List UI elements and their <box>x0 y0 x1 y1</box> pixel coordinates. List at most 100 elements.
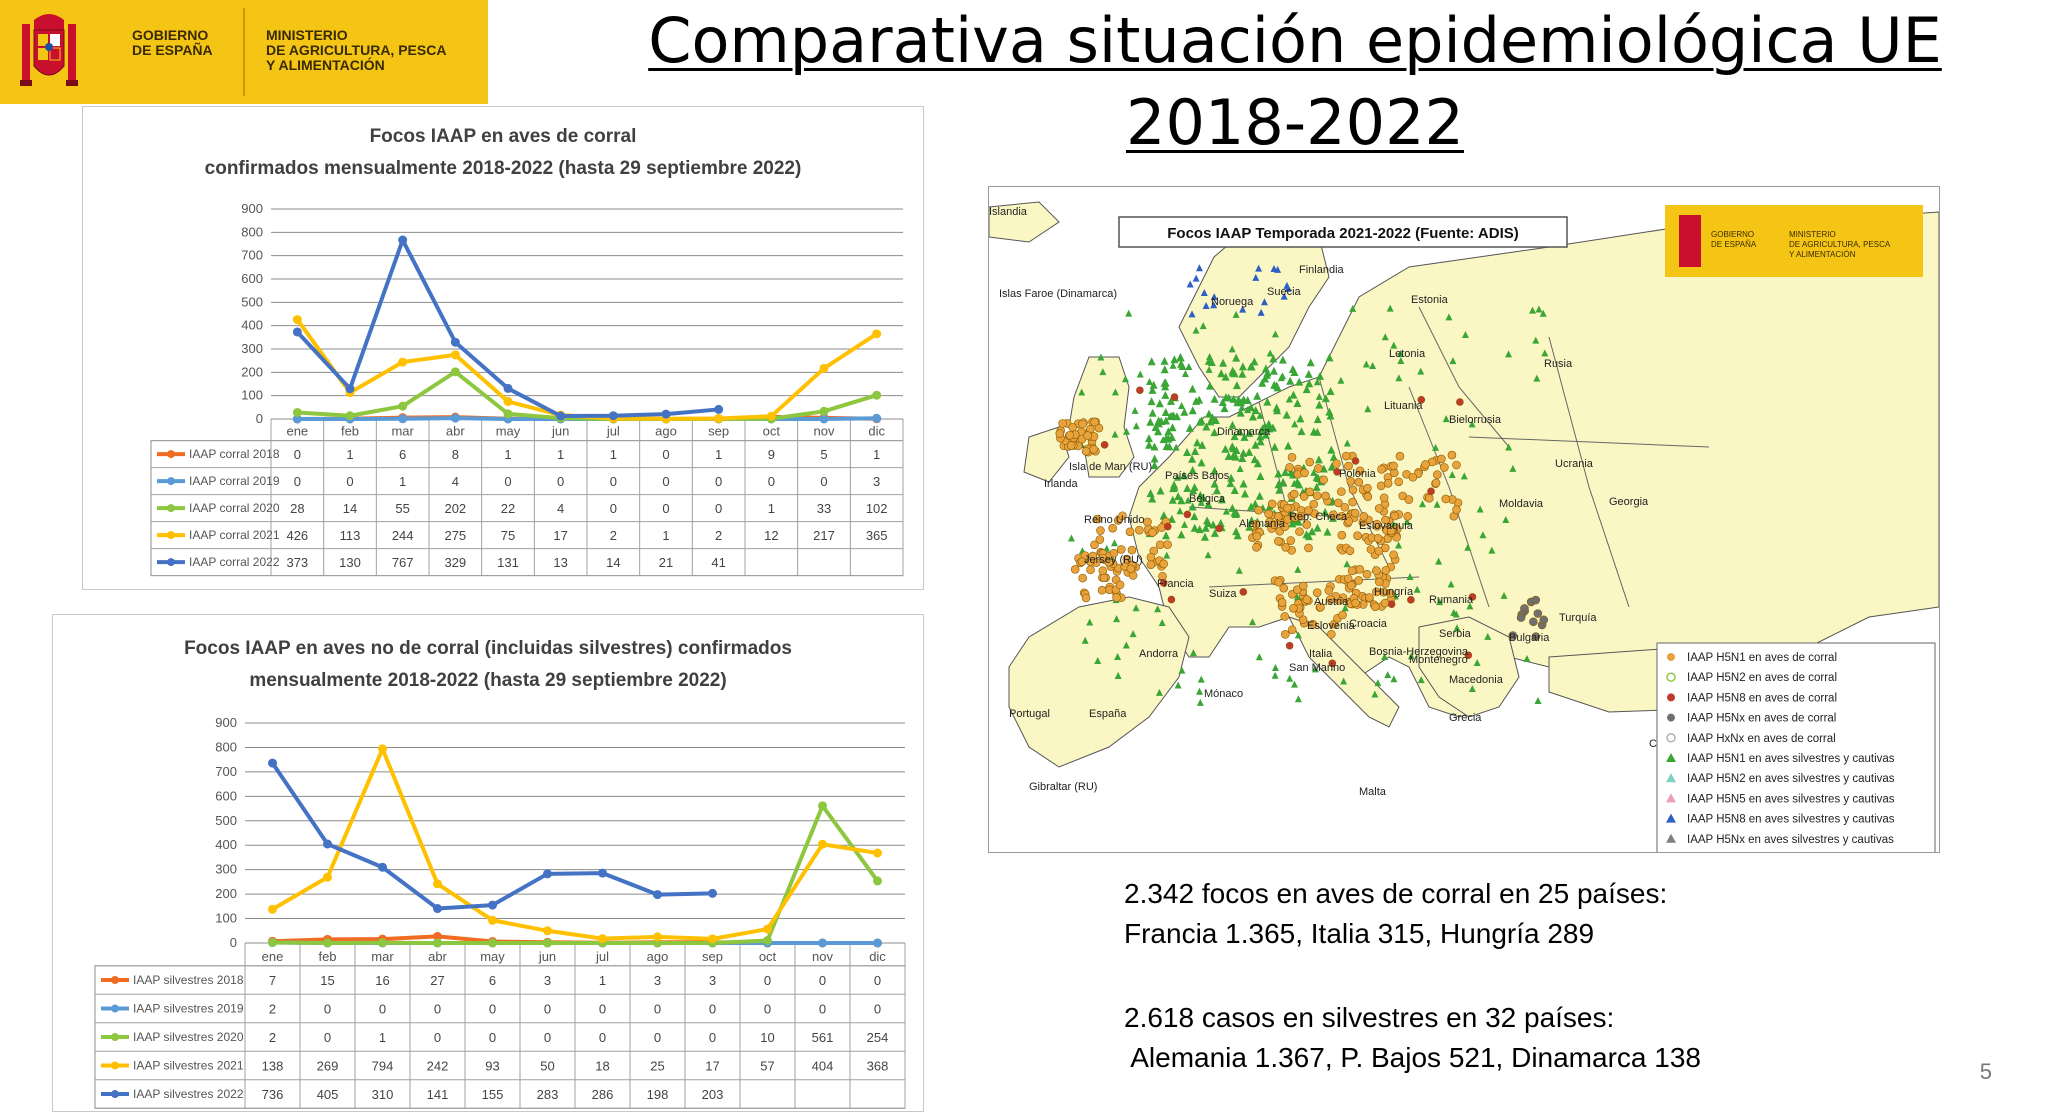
map-country-label: Ucrania <box>1555 458 1594 470</box>
poultry-marker <box>1440 463 1449 472</box>
poultry-marker <box>1344 517 1354 526</box>
wild-bird-marker <box>1238 453 1247 462</box>
y-tick-label: 800 <box>241 224 263 239</box>
poultry-marker <box>1170 393 1179 401</box>
stat-poultry-countries: Francia 1.365, Italia 315, Hungría 289 <box>1124 918 1595 949</box>
wild-bird-marker <box>1217 369 1226 378</box>
poultry-marker <box>1304 543 1313 553</box>
wild-bird-marker <box>1177 496 1186 505</box>
table-cell: 2 <box>269 1002 276 1017</box>
wild-bird-marker <box>1256 411 1264 419</box>
chart-title-line1: Focos IAAP en aves de corral <box>369 126 637 147</box>
wild-bird-marker <box>1313 378 1321 386</box>
wild-bird-marker <box>1305 379 1314 388</box>
wild-bird-marker <box>1488 546 1496 554</box>
wild-bird-marker <box>1131 406 1139 414</box>
wild-bird-marker <box>1302 385 1311 394</box>
poultry-marker <box>1347 566 1357 576</box>
map-logo-text: DE AGRICULTURA, PESCA <box>1789 240 1891 249</box>
wild-bird-marker <box>1436 598 1444 606</box>
wild-bird-marker <box>1329 452 1338 461</box>
table-cell: 22 <box>501 501 515 516</box>
wild-bird-marker <box>1308 527 1317 536</box>
wild-bird-marker <box>1327 462 1336 471</box>
poultry-marker <box>1159 579 1168 587</box>
wild-bird-marker <box>1293 593 1301 601</box>
poultry-marker <box>1287 452 1297 462</box>
wild-bird-marker <box>1188 466 1197 475</box>
map-logo-text: Y ALIMENTACIÓN <box>1789 250 1856 259</box>
wild-bird-marker <box>1210 479 1219 488</box>
wild-bird-marker <box>1311 665 1319 673</box>
wild-bird-marker <box>1390 341 1398 349</box>
table-cell: 0 <box>489 1002 496 1017</box>
wild-bird-marker <box>1220 404 1229 413</box>
wild-bird-marker <box>1523 655 1531 663</box>
wild-bird-marker <box>1173 473 1181 481</box>
poultry-marker <box>1304 506 1313 515</box>
wild-bird-marker <box>1067 534 1075 542</box>
wild-bird-marker <box>1197 458 1206 467</box>
poultry-marker <box>1433 470 1442 479</box>
wild-bird-marker <box>1452 610 1460 618</box>
wild-bird-marker <box>1476 505 1484 513</box>
wild-bird-marker <box>1170 355 1179 364</box>
wild-bird-marker <box>1395 541 1403 549</box>
poultry-marker <box>1070 565 1080 574</box>
table-cell: 0 <box>662 474 669 489</box>
poultry-marker <box>1374 546 1384 556</box>
table-cell: 141 <box>427 1087 449 1102</box>
poultry-marker <box>1287 625 1297 635</box>
poultry-marker <box>1283 515 1292 524</box>
table-cell: 1 <box>662 528 669 543</box>
legend-entry: IAAP corral 2021 <box>189 528 280 542</box>
wild-bird-marker <box>1210 428 1219 437</box>
wild-bird-marker <box>1230 485 1239 494</box>
map-country-label: Bosnia-Herzegovina <box>1369 646 1469 658</box>
wild-bird-marker <box>1407 652 1415 660</box>
wild-bird-marker <box>1541 349 1549 357</box>
map-title: Focos IAAP Temporada 2021-2022 (Fuente: … <box>1167 225 1518 242</box>
wild-bird-marker <box>1466 602 1474 610</box>
data-point <box>292 315 302 325</box>
data-point <box>345 384 355 394</box>
table-cell: 3 <box>544 973 551 988</box>
wild-bird-marker <box>1147 357 1156 366</box>
table-cell: 50 <box>540 1059 554 1074</box>
map-country-label: Letonia <box>1389 348 1426 360</box>
wild-bird-marker <box>1245 522 1254 531</box>
poultry-marker <box>1302 595 1312 604</box>
map-country-label: Estonia <box>1411 294 1449 306</box>
data-point <box>268 904 277 914</box>
poultry-marker <box>1327 629 1336 639</box>
wild-bird-marker <box>1294 565 1302 573</box>
wild-bird-marker <box>1260 422 1269 431</box>
map-country-label: Georgia <box>1609 496 1649 508</box>
poultry-marker <box>1183 510 1192 519</box>
poultry-marker <box>1098 566 1108 576</box>
wild-bird-marker <box>1247 502 1256 511</box>
poultry-marker <box>1403 511 1413 521</box>
table-cell: 3 <box>873 474 880 489</box>
map-logo-text: GOBIERNO <box>1711 230 1754 239</box>
wild-bird-marker <box>1148 385 1157 394</box>
y-tick-label: 600 <box>241 271 263 286</box>
poultry-marker <box>1531 632 1541 641</box>
poultry-marker <box>1295 527 1304 536</box>
legend-entry: IAAP corral 2022 <box>189 555 280 569</box>
x-tick-label: jul <box>595 949 609 964</box>
wild-bird-marker <box>1245 428 1254 437</box>
poultry-marker <box>1312 491 1322 501</box>
y-tick-label: 0 <box>256 411 263 426</box>
poultry-marker <box>1381 565 1391 575</box>
x-tick-label: may <box>480 949 505 964</box>
legend-key-marker <box>167 477 175 486</box>
data-point <box>708 934 717 944</box>
wild-bird-marker <box>1185 363 1193 371</box>
data-point <box>488 938 497 948</box>
wild-bird-marker <box>1147 397 1156 406</box>
poultry-marker <box>1155 540 1165 550</box>
poultry-marker <box>1520 604 1529 613</box>
table-cell: 41 <box>711 555 725 570</box>
data-point <box>608 411 618 421</box>
